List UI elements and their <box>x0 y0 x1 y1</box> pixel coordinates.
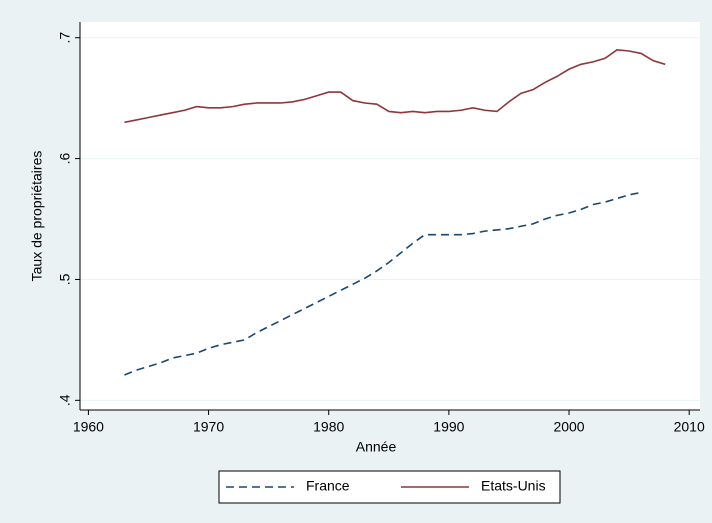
plot-area <box>80 22 700 410</box>
y-tick-label: .4 <box>57 394 73 406</box>
x-tick-label: 1960 <box>73 419 104 435</box>
x-tick-label: 1990 <box>433 419 464 435</box>
x-tick-label: 2000 <box>553 419 584 435</box>
x-axis-title: Année <box>356 439 397 455</box>
legend-label: France <box>306 478 350 494</box>
line <box>124 48 666 124</box>
x-tick-label: 2010 <box>674 419 705 435</box>
legend-box <box>218 470 561 504</box>
x-tick-label: 1980 <box>313 419 344 435</box>
y-tick-label: .5 <box>57 273 73 285</box>
x-tick-label: 1970 <box>193 419 224 435</box>
y-axis-title: Taux de propriétaires <box>29 151 45 282</box>
y-tick-label: .7 <box>57 32 73 44</box>
y-tick-label: .6 <box>57 153 73 165</box>
legend-label: Etats-Unis <box>481 478 546 494</box>
